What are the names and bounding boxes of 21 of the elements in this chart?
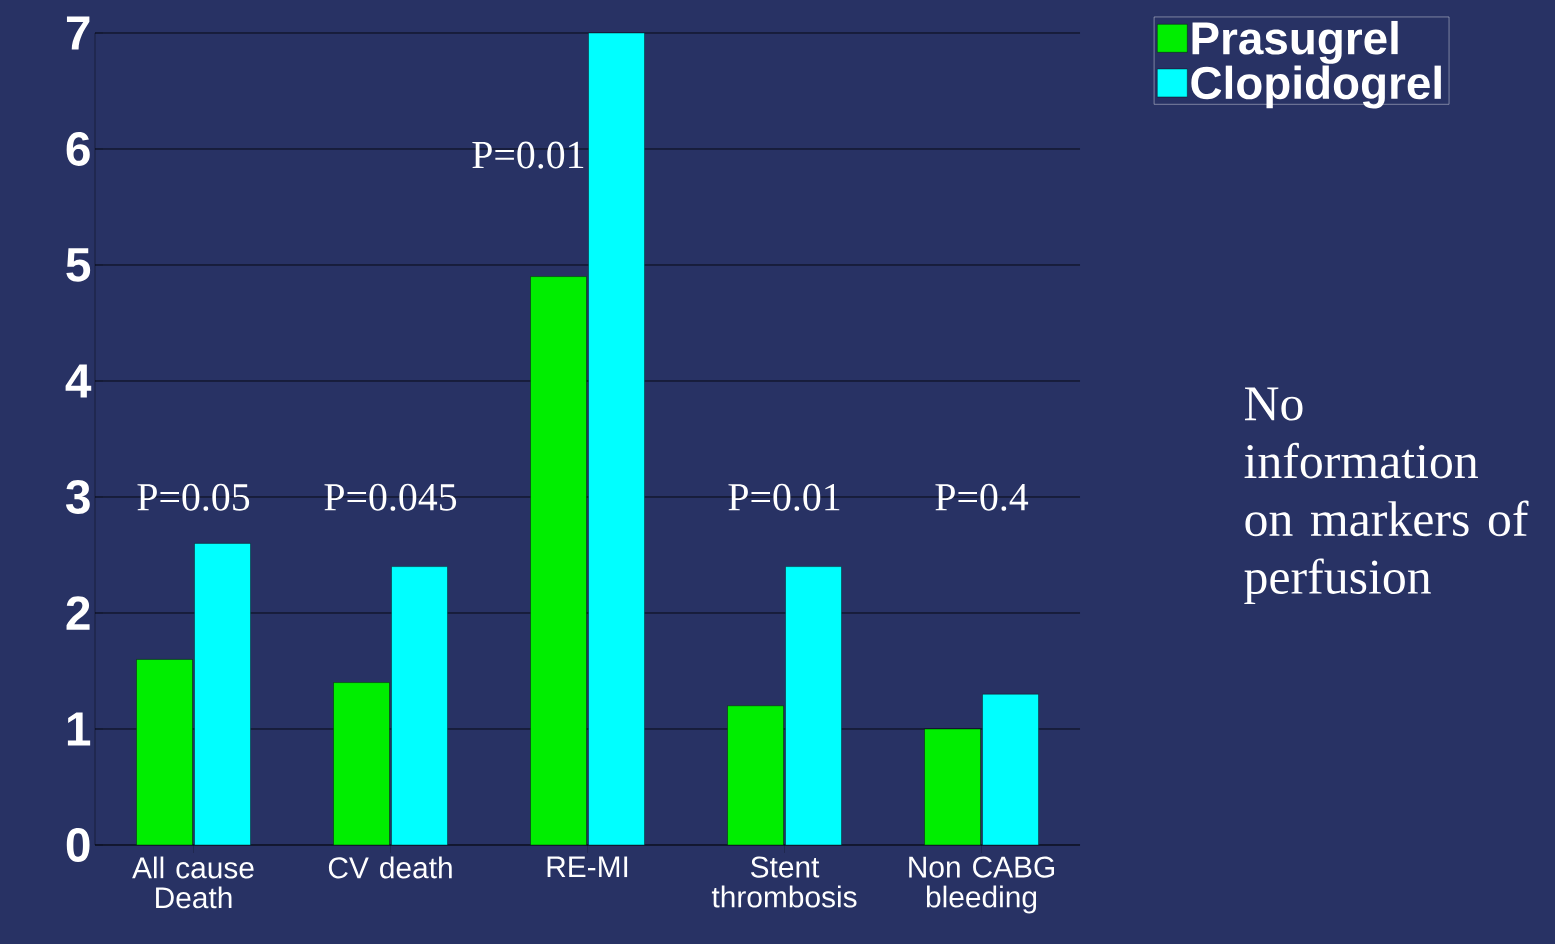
y-tick-label: 7 xyxy=(66,16,90,50)
y-tick-label: 1 xyxy=(67,712,91,746)
x-tick-label: All cause Death xyxy=(132,856,254,909)
y-tick-label: 4 xyxy=(65,364,92,398)
annotation: P=0.01 xyxy=(472,141,584,169)
y-tick-label: 2 xyxy=(66,596,90,630)
text: No information on markers of perfusion xyxy=(1244,387,1529,605)
legend-label: Prasugrel xyxy=(1192,20,1398,64)
annotation: P=0.01 xyxy=(728,483,840,511)
y-tick-label: 3 xyxy=(65,480,90,514)
y-tick-label: 5 xyxy=(66,248,91,282)
annotation: P=0.045 xyxy=(324,483,457,511)
x-tick-label: Non CABG bleeding xyxy=(909,856,1055,914)
x-tick-label: RE-MI xyxy=(547,856,628,878)
legend-label: Clopidogrel xyxy=(1191,65,1441,109)
annotation: P=0.4 xyxy=(935,483,1029,511)
annotation: P=0.05 xyxy=(137,483,250,511)
y-tick-label: 6 xyxy=(66,132,90,166)
x-tick-label: Stent thrombosis xyxy=(711,856,857,908)
x-tick-label: CV death xyxy=(328,856,452,879)
y-tick-label: 0 xyxy=(66,828,90,862)
